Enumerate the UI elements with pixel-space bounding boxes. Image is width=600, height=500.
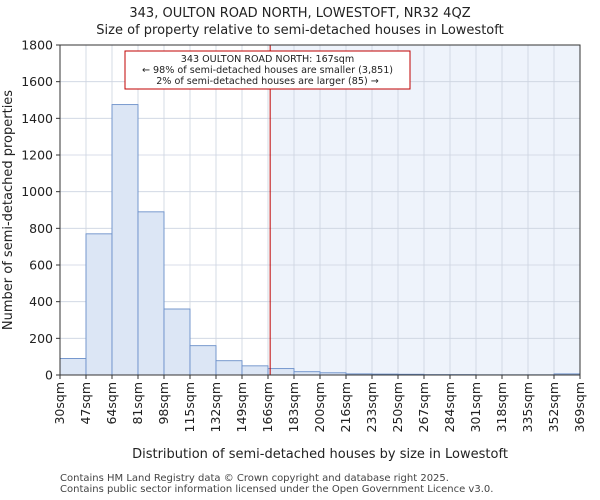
y-axis-label: Number of semi-detached properties — [1, 90, 16, 330]
bar — [189, 345, 217, 376]
bar — [163, 308, 191, 376]
footer-line-1: Contains HM Land Registry data © Crown c… — [60, 473, 449, 484]
annotation-line-3: 2% of semi-detached houses are larger (8… — [156, 76, 379, 87]
x-tick-label: 318sqm — [494, 382, 509, 432]
x-tick-label: 352sqm — [546, 382, 561, 432]
footer-line-2: Contains public sector information licen… — [60, 484, 494, 495]
y-tick-label: 1200 — [21, 148, 53, 163]
y-tick-label: 400 — [29, 294, 53, 309]
x-tick-label: 216sqm — [338, 382, 353, 432]
x-tick-label: 267sqm — [416, 382, 431, 432]
annotation-line-2: ← 98% of semi-detached houses are smalle… — [142, 65, 393, 76]
bar — [111, 104, 139, 376]
annotation-box: 343 OULTON ROAD NORTH: 167sqm ← 98% of s… — [124, 50, 411, 90]
bar — [241, 365, 269, 376]
x-tick-label: 233sqm — [364, 382, 379, 432]
x-tick-label: 47sqm — [78, 382, 93, 425]
x-tick-label: 30sqm — [52, 382, 67, 425]
x-tick-label: 115sqm — [182, 382, 197, 432]
x-axis-ticks: 30sqm 47sqm 64sqm 81sqm 98sqm 115sqm 132sqm 149… — [52, 375, 587, 432]
x-tick-label: 335sqm — [520, 382, 535, 432]
x-tick-label: 200sqm — [312, 382, 327, 432]
y-axis-ticks: 0 200 400 600 800 1000 1200 1400 1600 1800 — [21, 38, 60, 383]
x-tick-label: 284sqm — [442, 382, 457, 432]
y-tick-label: 1800 — [21, 38, 53, 53]
plot-frame — [59, 44, 581, 376]
y-tick-label: 1600 — [21, 74, 53, 89]
bar — [137, 211, 165, 376]
y-tick-label: 600 — [29, 258, 53, 273]
bars — [59, 104, 581, 376]
y-tick-label: 1000 — [21, 184, 53, 199]
chart-title: 343, OULTON ROAD NORTH, LOWESTOFT, NR32 … — [129, 6, 471, 21]
y-tick-label: 0 — [45, 368, 53, 383]
x-tick-label: 250sqm — [390, 382, 405, 432]
x-tick-label: 149sqm — [234, 382, 249, 432]
bar — [59, 358, 87, 376]
x-tick-label: 81sqm — [130, 382, 145, 425]
x-tick-label: 301sqm — [468, 382, 483, 432]
bar — [267, 368, 295, 376]
bar — [215, 360, 243, 376]
y-tick-label: 200 — [29, 331, 53, 346]
x-tick-label: 166sqm — [260, 382, 275, 432]
bar — [85, 233, 113, 376]
y-tick-label: 800 — [29, 221, 53, 236]
x-tick-label: 183sqm — [286, 382, 301, 432]
y-tick-label: 1400 — [21, 111, 53, 126]
chart-subtitle: Size of property relative to semi-detach… — [96, 23, 504, 38]
annotation-box-frame — [124, 50, 411, 90]
x-tick-label: 64sqm — [104, 382, 119, 425]
x-tick-label: 369sqm — [572, 382, 587, 432]
x-tick-label: 98sqm — [156, 382, 171, 425]
larger-properties-region — [270, 45, 580, 375]
x-axis-label: Distribution of semi-detached houses by … — [132, 447, 508, 462]
annotation-line-1: 343 OULTON ROAD NORTH: 167sqm — [181, 54, 354, 65]
x-tick-label: 132sqm — [208, 382, 223, 432]
